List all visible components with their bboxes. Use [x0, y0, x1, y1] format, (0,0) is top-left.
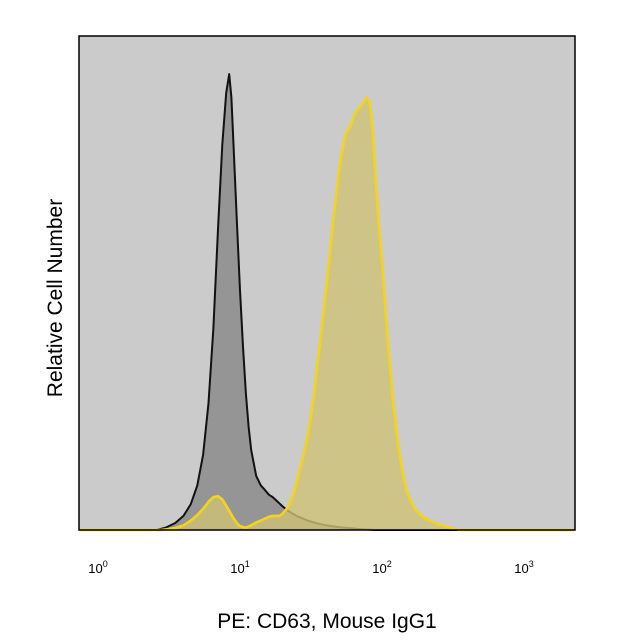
x-axis-label: PE: CD63, Mouse IgG1	[217, 610, 436, 633]
x-tick-label-0: 100	[88, 559, 107, 576]
series-layer	[80, 73, 574, 532]
series-1-area	[156, 74, 376, 530]
series-2-line	[80, 96, 574, 532]
x-tick-label-1: 101	[230, 559, 249, 576]
plot-frame	[78, 35, 576, 531]
series-2-area	[161, 97, 460, 530]
y-axis-label: Relative Cell Number	[44, 199, 67, 397]
x-tick-label-3: 103	[514, 559, 533, 576]
x-tick-label-2: 102	[372, 559, 391, 576]
x-tick-layer: 100 101 102 103	[88, 559, 533, 576]
